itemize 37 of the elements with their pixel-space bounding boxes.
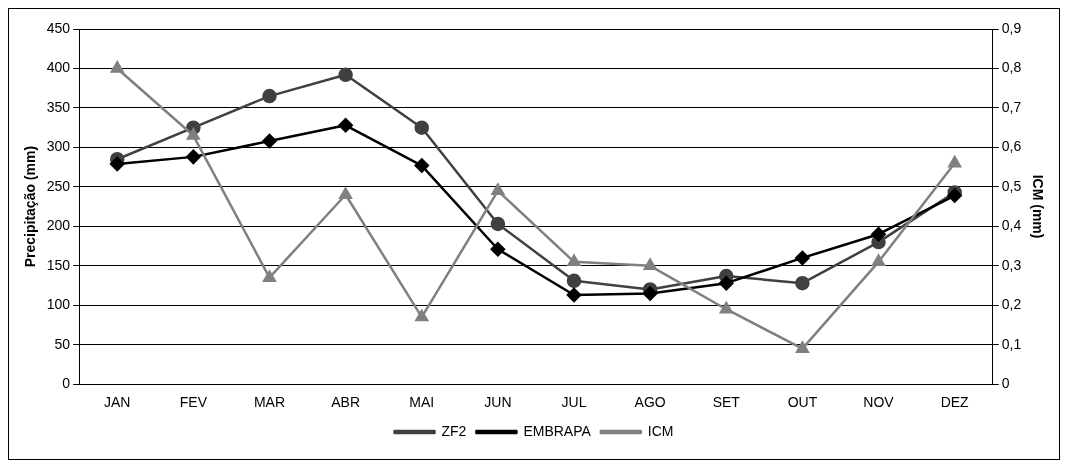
x-tick-label: MAI: [409, 394, 435, 411]
y2-tick-label: 0,5: [1001, 177, 1022, 194]
y-tick-label: 200: [46, 217, 71, 234]
y2-tick-label: 0: [1001, 375, 1010, 392]
y-tick-label: 0: [62, 375, 71, 392]
x-tick-label: SET: [712, 394, 741, 411]
y2-axis-title: ICM (mm): [1029, 174, 1046, 239]
x-tick-label: DEZ: [940, 394, 970, 411]
y-tick-label: 50: [54, 335, 71, 352]
x-tick-label: JAN: [104, 394, 131, 411]
y-tick-label: 300: [46, 138, 71, 155]
legend-label: ICM: [647, 422, 674, 439]
x-tick-label: JUL: [561, 394, 587, 411]
y2-tick-label: 0,8: [1001, 59, 1022, 76]
y2-tick-label: 0,4: [1001, 217, 1022, 234]
y2-tick-label: 0,7: [1001, 98, 1022, 115]
y-tick-label: 150: [46, 256, 71, 273]
y-tick-label: 450: [46, 19, 71, 36]
y2-tick-label: 0,2: [1001, 296, 1022, 313]
x-tick-label: NOV: [863, 394, 895, 411]
x-tick-label: OUT: [787, 394, 818, 411]
x-tick-label: ABR: [331, 394, 361, 411]
y-tick-label: 400: [46, 59, 71, 76]
x-tick-label: AGO: [634, 394, 666, 411]
y2-tick-label: 0,9: [1001, 19, 1022, 36]
x-tick-label: FEV: [179, 394, 208, 411]
x-tick-label: MAR: [253, 394, 286, 411]
x-tick-label: JUN: [484, 394, 512, 411]
y-tick-label: 100: [46, 296, 71, 313]
y-tick-label: 250: [46, 177, 71, 194]
y-axis-title: Precipitação (mm): [22, 145, 39, 268]
y-tick-label: 350: [46, 98, 71, 115]
y2-tick-label: 0,3: [1001, 256, 1022, 273]
legend-label: EMBRAPA: [523, 422, 592, 439]
y2-tick-label: 0,1: [1001, 335, 1022, 352]
legend-label: ZF2: [441, 422, 467, 439]
y2-tick-label: 0,6: [1001, 138, 1022, 155]
